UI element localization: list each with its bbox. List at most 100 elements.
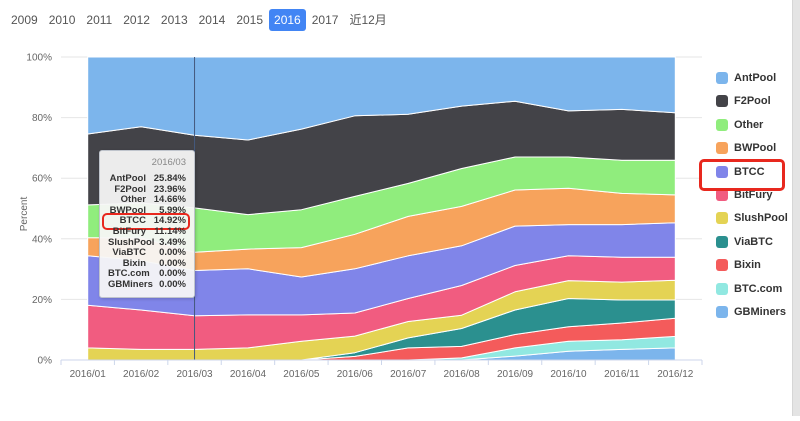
x-tick-label-2016-03: 2016/03 xyxy=(176,369,213,380)
tooltip-series-value: 11.14% xyxy=(154,225,186,237)
x-tick-label-2016-01: 2016/01 xyxy=(70,369,107,380)
tooltip-series-value: 23.96% xyxy=(153,183,186,195)
tooltip-row-slushpool: SlushPool 3.49% xyxy=(108,236,186,249)
legend-label: Other xyxy=(734,118,764,131)
tooltip-series-value: 3.49% xyxy=(159,236,186,248)
tab-2012[interactable]: 2012 xyxy=(123,13,150,27)
tooltip-series-name: F2Pool xyxy=(114,183,146,195)
tooltip-row-gbminers: GBMiners 0.00% xyxy=(108,278,186,291)
x-tick-label-2016-06: 2016/06 xyxy=(337,369,374,380)
y-tick-label: 0% xyxy=(38,356,53,367)
legend-swatch-antpool xyxy=(716,72,728,84)
tab-2009[interactable]: 2009 xyxy=(11,13,38,27)
tooltip-series-name: Other xyxy=(120,194,146,206)
tooltip-series-value: 0.00% xyxy=(159,257,186,269)
tooltip-row-viabtc: ViaBTC 0.00% xyxy=(108,248,186,259)
legend-swatch-f2pool xyxy=(716,95,728,108)
legend-label: F2Pool xyxy=(734,95,771,108)
legend-item-bixin[interactable]: Bixin xyxy=(716,259,761,272)
tab-2014[interactable]: 2014 xyxy=(198,13,226,27)
legend-swatch-bwpool xyxy=(716,142,728,155)
tooltip-row-bitfury: BitFury 11.14% xyxy=(108,225,186,238)
legend-item-btcc[interactable]: BTCC xyxy=(716,165,765,178)
tooltip-row-btc-com: BTC.com 0.00% xyxy=(108,269,186,280)
y-tick-label: 20% xyxy=(32,295,52,306)
legend-label: ViaBTC xyxy=(734,235,773,248)
legend-swatch-other xyxy=(716,118,728,131)
chart-tooltip: 2016/03 AntPool 25.84% F2Pool 23.96% Other 14… xyxy=(99,150,195,298)
tooltip-rows: AntPool 25.84% F2Pool 23.96% Other 14.66% BWPo… xyxy=(102,173,190,291)
legend-item-bitfury[interactable]: BitFury xyxy=(716,189,773,201)
legend-label: BitFury xyxy=(734,189,773,201)
legend-label: SlushPool xyxy=(734,212,788,225)
y-axis-title: Percent xyxy=(19,196,30,232)
tab-2010[interactable]: 2010 xyxy=(48,13,76,27)
tooltip-series-value: 14.66% xyxy=(153,194,186,206)
tooltip-series-value: 0.00% xyxy=(159,268,186,280)
legend-item-btc-com[interactable]: BTC.com xyxy=(716,282,783,295)
legend-item-bwpool[interactable]: BWPool xyxy=(716,142,777,155)
y-tick-label: 100% xyxy=(26,53,52,64)
x-tick-label-2016-07: 2016/07 xyxy=(390,369,427,380)
x-tick-label-2016-09: 2016/09 xyxy=(497,369,534,380)
legend-item-gbminers[interactable]: GBMiners xyxy=(716,306,786,318)
year-tab-bar: 2009 2010 2011 2012 2013 2014 2015 2016 2017 近12月 xyxy=(6,9,393,31)
x-tick-label-2016-08: 2016/08 xyxy=(444,369,481,380)
tab-2013[interactable]: 2013 xyxy=(160,13,188,27)
legend-label: AntPool xyxy=(734,72,777,84)
tooltip-series-value: 5.99% xyxy=(159,204,186,216)
tooltip-series-value: 14.92% xyxy=(153,215,186,227)
tooltip-series-name: SlushPool xyxy=(108,236,155,248)
x-tick-label-2016-11: 2016/11 xyxy=(604,369,640,380)
tooltip-series-name: AntPool xyxy=(109,173,146,184)
legend-item-other[interactable]: Other xyxy=(716,118,764,131)
x-tick-label-2016-02: 2016/02 xyxy=(123,369,160,380)
tab-2017[interactable]: 2017 xyxy=(311,13,339,27)
x-tick-label-2016-12: 2016/12 xyxy=(657,369,694,380)
tooltip-series-value: 0.00% xyxy=(159,247,186,259)
tooltip-series-name: GBMiners xyxy=(108,278,153,290)
tooltip-title: 2016/03 xyxy=(151,157,186,168)
legend-item-viabtc[interactable]: ViaBTC xyxy=(716,235,773,248)
area-series-antpool[interactable] xyxy=(87,56,676,141)
tooltip-series-name: BTCC xyxy=(119,215,146,227)
legend-label: Bixin xyxy=(734,259,761,272)
legend-item-f2pool[interactable]: F2Pool xyxy=(716,95,771,108)
legend-swatch-gbminers xyxy=(716,306,728,318)
tooltip-series-name: BWPool xyxy=(109,204,146,216)
legend-swatch-viabtc xyxy=(716,235,728,248)
tooltip-series-name: Bixin xyxy=(122,257,146,269)
tooltip-series-name: BTC.com xyxy=(108,268,150,280)
y-tick-label: 40% xyxy=(32,234,52,245)
tooltip-series-name: BitFury xyxy=(112,225,146,237)
tooltip-row-other: Other 14.66% xyxy=(108,195,186,206)
tab-2016[interactable]: 2016 xyxy=(269,9,306,31)
y-tick-label: 60% xyxy=(32,174,52,185)
legend-item-antpool[interactable]: AntPool xyxy=(716,72,776,84)
legend-label: BWPool xyxy=(734,142,777,155)
legend-swatch-btcc xyxy=(716,165,728,178)
legend-swatch-bitfury xyxy=(716,189,728,201)
tab-2011[interactable]: 2011 xyxy=(86,13,113,27)
tooltip-row-f2pool: F2Pool 23.96% xyxy=(108,183,186,196)
legend-swatch-bixin xyxy=(716,259,728,272)
tab--12-[interactable]: 近12月 xyxy=(349,13,387,27)
x-tick-label-2016-10: 2016/10 xyxy=(550,369,587,380)
legend-swatch-btc-com xyxy=(716,282,728,295)
legend-item-slushpool[interactable]: SlushPool xyxy=(716,212,788,225)
legend-label: BTC.com xyxy=(734,282,783,295)
legend-label: GBMiners xyxy=(734,306,786,318)
page-edge-strip xyxy=(792,0,800,416)
legend-swatch-slushpool xyxy=(716,212,728,225)
tooltip-series-value: 0.00% xyxy=(159,278,186,290)
tooltip-row-bixin: Bixin 0.00% xyxy=(108,257,186,270)
tooltip-row-antpool: AntPool 25.84% xyxy=(108,173,186,185)
tab-2015[interactable]: 2015 xyxy=(236,13,264,27)
legend-label: BTCC xyxy=(734,165,765,178)
x-tick-label-2016-05: 2016/05 xyxy=(283,369,320,380)
x-tick-label-2016-04: 2016/04 xyxy=(230,369,267,380)
tooltip-series-value: 25.84% xyxy=(153,173,186,184)
tooltip-row-bwpool: BWPool 5.99% xyxy=(108,204,186,217)
